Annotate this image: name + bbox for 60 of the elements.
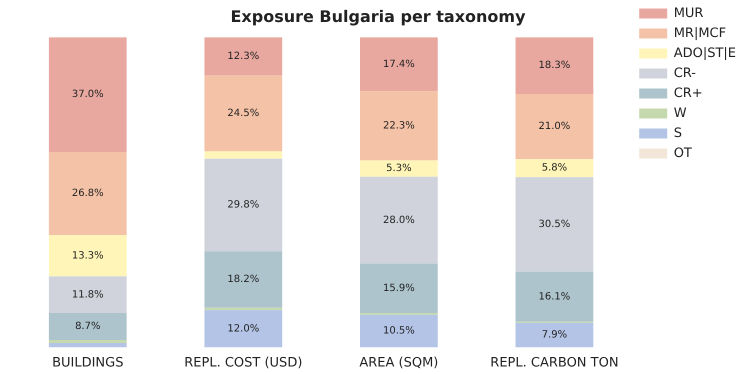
legend-label: MUR bbox=[674, 6, 704, 21]
data-label: 18.3% bbox=[538, 60, 570, 72]
bar bbox=[204, 308, 282, 310]
bar bbox=[360, 264, 438, 313]
bar bbox=[516, 37, 594, 94]
bar bbox=[48, 152, 127, 236]
bar bbox=[360, 160, 438, 177]
bar bbox=[360, 37, 438, 92]
bar bbox=[48, 276, 127, 313]
bar bbox=[516, 322, 594, 348]
bar bbox=[516, 177, 594, 272]
bar bbox=[48, 343, 127, 348]
data-label: 29.8% bbox=[227, 200, 260, 211]
legend-label: CR+ bbox=[674, 86, 703, 101]
data-label: 21.0% bbox=[538, 121, 570, 132]
data-label: 10.5% bbox=[382, 326, 415, 337]
legend-label: ADO|ST|E bbox=[674, 46, 736, 61]
legend-label: CR- bbox=[674, 66, 696, 81]
bar bbox=[516, 159, 594, 178]
x-tick-label: AREA (SQM) bbox=[359, 356, 438, 371]
data-label: 12.0% bbox=[227, 323, 260, 334]
data-label: 8.7% bbox=[75, 321, 100, 332]
bar bbox=[516, 94, 594, 160]
bar bbox=[360, 91, 438, 160]
data-label: 15.9% bbox=[382, 282, 415, 294]
data-label: 18.2% bbox=[227, 274, 260, 286]
x-tick-label: REPL. COST (USD) bbox=[184, 356, 302, 371]
bar bbox=[204, 158, 282, 252]
chart-title: Exposure Bulgaria per taxonomy bbox=[230, 6, 526, 26]
data-label: 28.0% bbox=[382, 214, 415, 226]
legend-label: W bbox=[674, 106, 687, 121]
bar bbox=[516, 272, 594, 322]
data-label: 5.3% bbox=[386, 163, 412, 174]
bar bbox=[204, 151, 282, 159]
bar bbox=[48, 235, 127, 276]
bar bbox=[48, 312, 127, 340]
legend-label: OT bbox=[674, 146, 692, 161]
bar bbox=[48, 37, 127, 152]
data-label: 22.3% bbox=[382, 120, 415, 132]
legend-label: MR|MCF bbox=[674, 26, 726, 41]
x-tick-label: BUILDINGS bbox=[52, 356, 124, 371]
legend-label: S bbox=[674, 126, 682, 141]
data-label: 13.3% bbox=[72, 250, 104, 262]
data-label: 17.4% bbox=[382, 58, 415, 70]
data-label: 7.9% bbox=[542, 330, 568, 341]
bar bbox=[360, 314, 438, 348]
bar bbox=[360, 176, 438, 264]
bar bbox=[204, 75, 282, 152]
data-label: 37.0% bbox=[72, 89, 104, 100]
data-label: 30.5% bbox=[538, 219, 570, 230]
bar bbox=[204, 37, 282, 76]
bar bbox=[204, 310, 282, 348]
bar bbox=[204, 251, 282, 308]
data-label: 5.8% bbox=[542, 162, 568, 174]
data-label: 16.1% bbox=[538, 291, 570, 302]
data-label: 12.3% bbox=[227, 50, 260, 62]
data-label: 11.8% bbox=[72, 289, 104, 300]
data-label: 26.8% bbox=[72, 188, 104, 200]
x-tick-label: REPL. CARBON TON bbox=[490, 356, 619, 371]
data-label: 24.5% bbox=[227, 108, 260, 119]
